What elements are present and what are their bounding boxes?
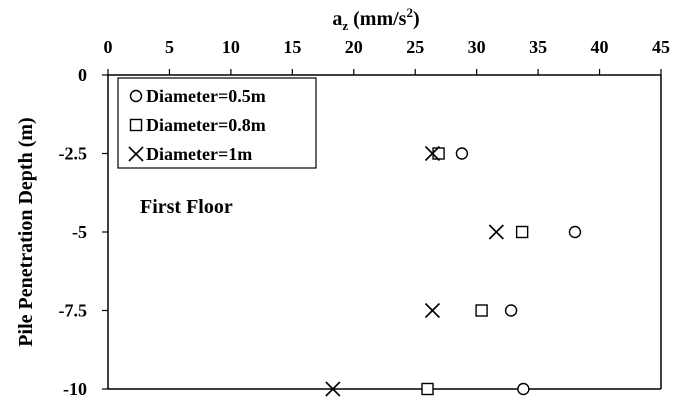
series-square <box>421 147 529 396</box>
x-tick-label: 45 <box>652 37 670 57</box>
y-tick-label: -5 <box>72 222 87 242</box>
x-tick-label: 25 <box>406 37 424 57</box>
ticks-layer: 0 5 10 15 20 25 30 35 40 45 0 -2.5 -5 -7.5 -10 <box>59 37 671 399</box>
x-axis-title-sub: z <box>342 18 348 33</box>
x-mark-stroke <box>424 145 440 162</box>
x-mark-stroke <box>424 302 440 319</box>
legend-label: Diameter=0.8m <box>146 115 266 135</box>
x-tick-label: 0 <box>104 37 113 57</box>
x-axis-title-main: a <box>332 8 342 30</box>
legend-box <box>117 77 317 169</box>
data-point-x <box>424 145 440 162</box>
axes-layer <box>107 74 662 390</box>
data-point-circle <box>455 147 469 160</box>
x-axis-title: az (mm/s2) <box>332 5 419 33</box>
legend-label: Diameter=1m <box>146 144 252 164</box>
y-tick-label: -10 <box>63 379 87 399</box>
series-circle <box>455 147 582 396</box>
y-tick-label: -7.5 <box>59 301 88 321</box>
x-tick-label: 20 <box>345 37 363 57</box>
legend-marker-circle <box>129 89 143 103</box>
data-point-circle <box>568 225 582 239</box>
x-mark-stroke <box>488 224 504 240</box>
x-mark-stroke <box>325 381 341 397</box>
data-point-x <box>424 302 440 319</box>
data-point-circle <box>517 382 530 396</box>
legend: Diameter=0.5m Diameter=0.8m Diameter=1m <box>117 77 317 169</box>
x-axis-title-sup: 2 <box>406 5 413 20</box>
marks-layer <box>325 145 582 397</box>
x-tick-label: 40 <box>591 37 609 57</box>
x-tick-label: 30 <box>468 37 486 57</box>
series-x <box>325 145 504 397</box>
x-tick-label: 10 <box>222 37 240 57</box>
data-point-x <box>488 224 504 240</box>
data-point-square <box>432 147 445 160</box>
chart-annotation-first-floor: First Floor <box>140 196 233 218</box>
x-mark-stroke <box>128 146 144 162</box>
x-tick-label: 5 <box>165 37 174 57</box>
data-point-square <box>515 225 529 239</box>
data-point-square <box>475 304 488 317</box>
data-point-circle <box>504 304 518 317</box>
x-axis-title-pre: (mm/s <box>348 8 407 30</box>
x-tick-label: 35 <box>529 37 547 57</box>
x-axis-title-post: ) <box>413 8 420 30</box>
y-tick-label: -2.5 <box>59 144 88 164</box>
y-axis-title: Pile Penetration Depth (m) <box>15 117 37 346</box>
data-point-square <box>421 382 434 396</box>
y-tick-label: 0 <box>78 65 87 85</box>
data-point-x <box>325 381 341 397</box>
legend-label: Diameter=0.5m <box>146 86 266 106</box>
x-tick-label: 15 <box>283 37 301 57</box>
legend-marker-x <box>128 146 144 162</box>
legend-marker-square <box>129 118 143 132</box>
